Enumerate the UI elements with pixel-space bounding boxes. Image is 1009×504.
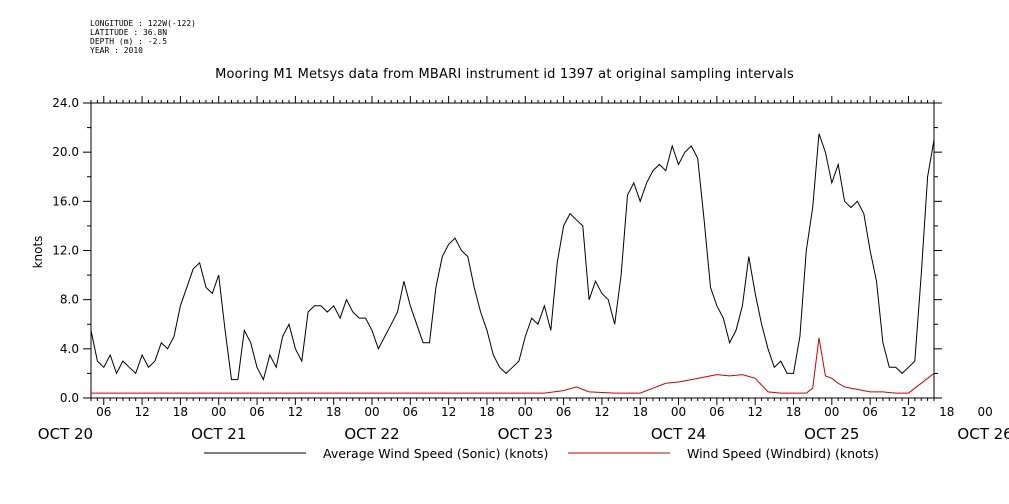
x-tick-label: 12 [594,405,609,419]
y-tick-labels: 0.0 4.0 8.0 12.0 16.0 20.0 24.0 [52,96,79,405]
x-tick-label: 18 [939,405,954,419]
x-tick-label: 00 [977,405,992,419]
day-label: OCT 24 [651,425,706,443]
x-tick-label: 18 [173,405,188,419]
x-tick-label: 00 [824,405,839,419]
plot-frame [90,102,935,399]
x-tick-label: 00 [671,405,686,419]
day-label: OCT 22 [344,425,399,443]
latitude-text: LATITUDE : 36.8N [90,28,168,37]
y-tick-label: 8.0 [60,293,79,307]
x-tick-label: 12 [288,405,303,419]
y-tick-label: 24.0 [52,96,79,110]
x-tick-label: 00 [518,405,533,419]
plot-border [90,102,935,399]
x-tick-label: 00 [211,405,226,419]
x-tick-label: 18 [326,405,341,419]
x-tick-label: 06 [556,405,571,419]
day-label: OCT 20 [38,425,93,443]
y-tick-label: 16.0 [52,194,79,208]
day-labels: OCT 20 OCT 21 OCT 22 OCT 23 OCT 24 OCT 25 OCT … [38,425,1009,443]
chart-title: Mooring M1 Metsys data from MBARI instru… [215,67,794,82]
x-tick-label: 18 [479,405,494,419]
legend: Average Wind Speed (Sonic) (knots) Wind S… [204,446,879,461]
y-axis-title: knots [31,236,45,269]
x-tick-label: 12 [441,405,456,419]
x-tick-label: 18 [633,405,648,419]
axis-ticks [83,96,942,405]
metadata-block: LONGITUDE : 122W(-122) LATITUDE : 36.8N … [90,19,196,55]
series-line-sonic [90,133,935,381]
y-tick-label: 0.0 [60,391,79,405]
series-lines [90,133,935,394]
day-label: OCT 23 [498,425,553,443]
y-tick-label: 4.0 [60,342,79,356]
x-tick-label: 06 [709,405,724,419]
y-tick-label: 20.0 [52,145,79,159]
x-tick-labels: 06 12 18 00 06 12 18 00 06 12 18 00 06 12 18 00 06 12 18 00… [96,405,993,419]
x-tick-label: 06 [96,405,111,419]
y-tick-label: 12.0 [52,244,79,258]
x-tick-label: 12 [748,405,763,419]
legend-label-sonic: Average Wind Speed (Sonic) (knots) [323,446,548,461]
x-tick-label: 18 [786,405,801,419]
x-tick-label: 12 [901,405,916,419]
depth-text: DEPTH (m) : -2.5 [90,37,168,46]
x-tick-label: 06 [862,405,877,419]
day-label: OCT 26 [957,425,1009,443]
x-tick-label: 12 [134,405,149,419]
series-line-windbird [91,337,935,394]
longitude-text: LONGITUDE : 122W(-122) [90,19,196,28]
day-label: OCT 25 [804,425,859,443]
year-text: YEAR : 2010 [90,46,143,55]
x-tick-label: 06 [249,405,264,419]
x-tick-label: 06 [403,405,418,419]
day-label: OCT 21 [191,425,246,443]
legend-label-windbird: Wind Speed (Windbird) (knots) [687,446,879,461]
x-tick-label: 00 [364,405,379,419]
